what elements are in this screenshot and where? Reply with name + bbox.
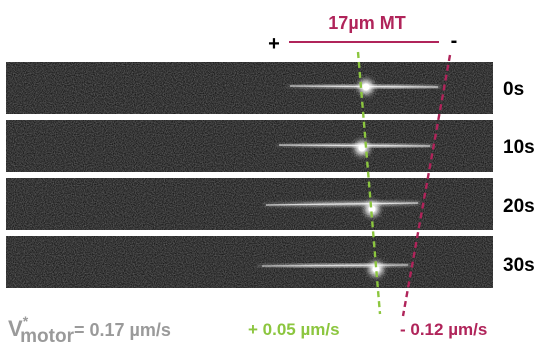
microtubule-length-label: 17µm MT (328, 13, 405, 33)
motor-spot-core (358, 144, 366, 152)
frame-10 (6, 120, 493, 172)
minus-end-marker: - (451, 30, 458, 52)
time-labels: 0s 10s 20s 30s (503, 79, 535, 276)
frame-noise (6, 236, 493, 288)
motor-velocity-label: V* motor= 0.17 µm/s (8, 313, 171, 347)
plus-end-track-line (356, 51, 382, 315)
minus-end-velocity: - 0.12 µm/s (400, 320, 487, 339)
frame-0 (6, 62, 493, 114)
microtubule-filament-core (278, 144, 431, 147)
microtubule-filament-core (265, 202, 419, 206)
motor-spot-core (362, 83, 370, 91)
frame-20 (6, 178, 493, 230)
motor-spot-core (372, 265, 380, 273)
velocity-footer: V* motor= 0.17 µm/s + 0.05 µm/s - 0.12 µm… (8, 313, 487, 347)
time-label: 20s (503, 196, 535, 217)
motor-velocity-superscript: * (23, 313, 29, 329)
motor-velocity-subscript: motor (20, 326, 74, 347)
time-label: 0s (503, 79, 524, 100)
minus-end-track-line (401, 54, 452, 317)
plus-end-velocity: + 0.05 µm/s (248, 320, 340, 339)
motor-velocity-value: = 0.17 µm/s (74, 320, 171, 340)
microtubule-filament-core (261, 264, 409, 267)
time-label: 10s (503, 137, 535, 158)
motor-velocity-symbol: V (8, 316, 23, 341)
plus-end-marker: + (268, 33, 280, 55)
time-label: 30s (503, 255, 535, 276)
frame-30 (6, 236, 493, 288)
microtubule-header: 17µm MT + - (268, 13, 457, 55)
